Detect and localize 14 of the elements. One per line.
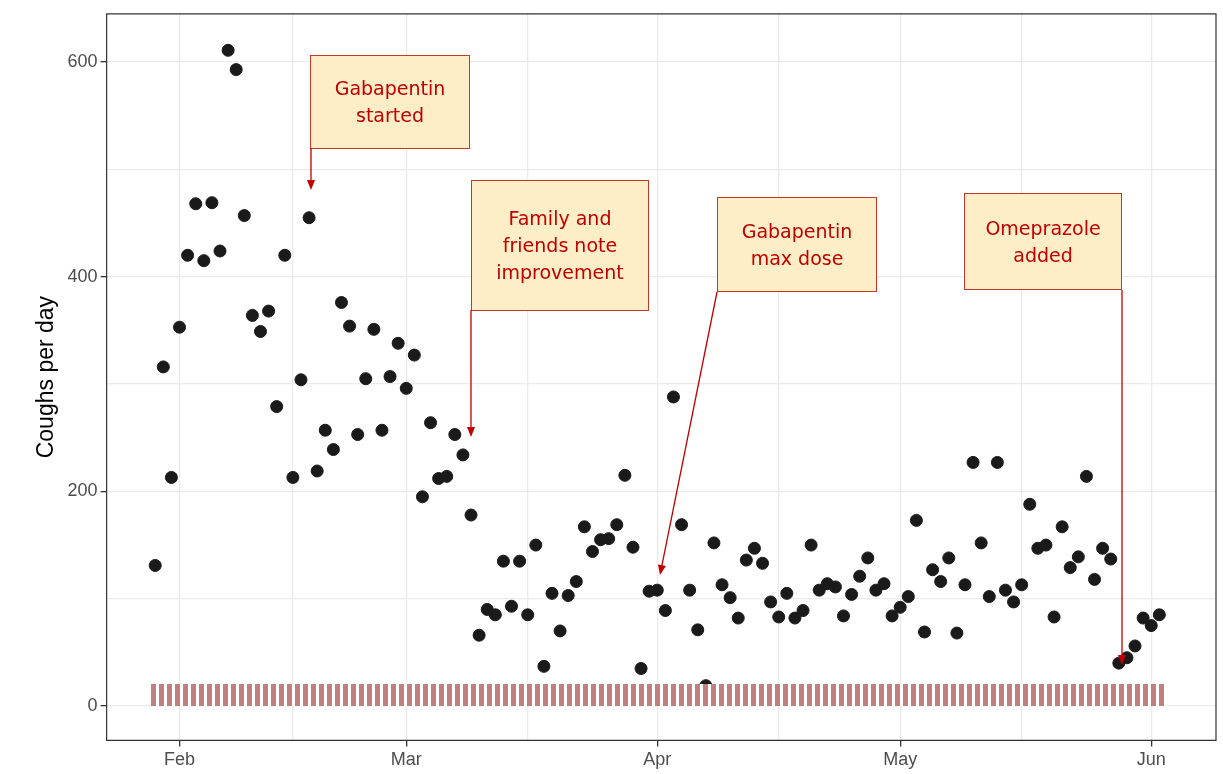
- y-tick-label: 200: [67, 480, 98, 501]
- y-tick-label: 600: [67, 51, 98, 72]
- x-tick-label: Feb: [163, 749, 196, 770]
- x-tick-label: Mar: [390, 749, 422, 770]
- y-axis-title: Coughs per day: [32, 295, 59, 459]
- x-tick-label: Jun: [1136, 749, 1166, 770]
- callout-box: Gabapentin started: [310, 55, 470, 149]
- callout-box: Family and friends note improvement: [471, 180, 649, 311]
- y-tick-label: 0: [87, 695, 98, 716]
- callout-box: Gabapentin max dose: [717, 197, 877, 292]
- y-tick-label: 400: [67, 265, 98, 286]
- x-tick-label: May: [883, 749, 918, 770]
- callout-box: Omeprazole added: [964, 193, 1122, 290]
- x-tick-label: Apr: [643, 749, 672, 770]
